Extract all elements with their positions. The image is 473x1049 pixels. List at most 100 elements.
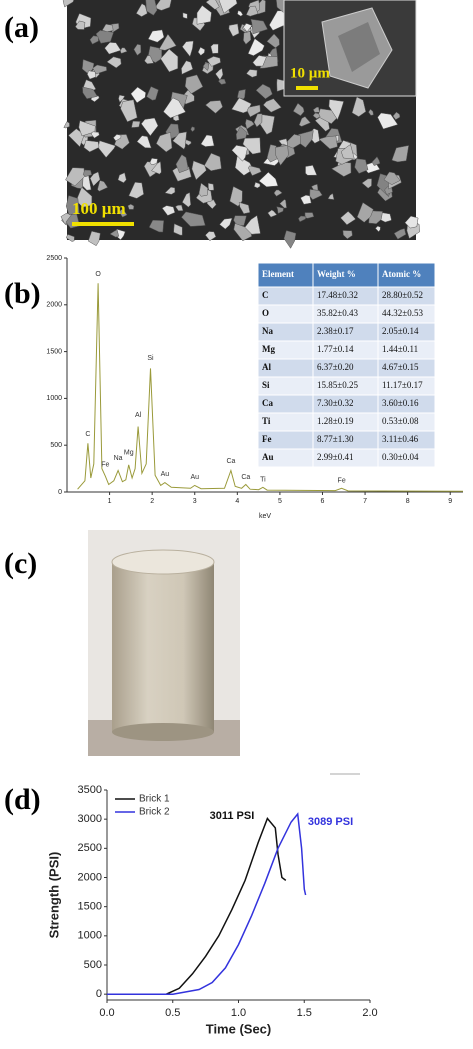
- grain: [104, 42, 122, 55]
- grain: [205, 0, 220, 10]
- grain: [65, 234, 75, 242]
- grain: [184, 74, 204, 95]
- table-cell-text: C: [262, 290, 269, 300]
- grain: [89, 171, 101, 187]
- x-axis-label: Time (Sec): [206, 1021, 272, 1036]
- grain: [78, 120, 96, 137]
- panel-label: (c): [4, 547, 37, 580]
- annotation: Ca: [241, 474, 250, 481]
- grain: [318, 135, 338, 150]
- grain: [65, 167, 85, 187]
- grain: [245, 118, 255, 130]
- grain: [95, 30, 114, 44]
- y-tick-label: 3000: [78, 813, 102, 825]
- annotation: 3089 PSI: [308, 816, 353, 828]
- legend-label: Brick 2: [139, 807, 170, 818]
- annotation: Fe: [338, 478, 346, 485]
- grain: [164, 186, 176, 195]
- grain: [361, 178, 372, 189]
- grain: [172, 131, 187, 150]
- annotation: Au: [190, 474, 199, 481]
- grain: [231, 145, 249, 162]
- grain: [250, 18, 268, 35]
- grain: [154, 0, 172, 11]
- grain: [391, 145, 410, 163]
- panel-label: (b): [4, 277, 41, 310]
- annotation: Al: [135, 412, 142, 419]
- grain: [245, 5, 259, 17]
- table-cell-text: 2.99±0.41: [317, 452, 353, 462]
- grain: [243, 31, 252, 45]
- grain: [327, 193, 335, 200]
- grain: [205, 100, 223, 114]
- x-tick-label: 2.0: [362, 1007, 377, 1019]
- scale-bar: [72, 222, 134, 226]
- grain: [202, 63, 210, 71]
- grain: [128, 182, 144, 199]
- grain: [304, 212, 315, 219]
- series-line: [107, 817, 287, 995]
- grain: [196, 5, 212, 25]
- table-cell-text: 6.37±0.20: [317, 362, 354, 372]
- grain: [151, 161, 162, 175]
- table-cell-text: 11.17±0.17: [382, 380, 423, 390]
- table-cell-text: 35.82±0.43: [317, 308, 358, 318]
- annotation: Si: [147, 355, 154, 362]
- table-cell-text: Fe: [262, 434, 272, 444]
- grain: [175, 204, 184, 211]
- grain: [267, 209, 278, 218]
- grain: [148, 220, 164, 233]
- grain: [65, 195, 80, 215]
- y-tick-label: 0: [96, 988, 102, 1000]
- table-cell-text: 2.05±0.14: [382, 326, 419, 336]
- grain: [131, 120, 141, 128]
- grain: [247, 38, 265, 56]
- annotation: Ti: [260, 477, 266, 484]
- grain: [135, 3, 148, 17]
- grain: [279, 199, 287, 209]
- table-cell-text: 28.80±0.52: [382, 290, 423, 300]
- grain: [340, 144, 355, 160]
- grain: [273, 189, 283, 197]
- grain: [246, 104, 261, 118]
- grain: [255, 83, 273, 100]
- table-header-text: Atomic %: [382, 269, 421, 279]
- table-cell-text: Na: [262, 326, 273, 336]
- grain: [231, 97, 252, 114]
- legend-label: Brick 1: [139, 794, 170, 805]
- annotation: Fe: [101, 462, 109, 469]
- inset-grain: [338, 22, 380, 72]
- grain: [161, 205, 176, 216]
- table-cell-text: 0.30±0.04: [382, 452, 419, 462]
- grain: [62, 0, 74, 8]
- x-tick-label: 0.0: [99, 1007, 114, 1019]
- grain: [356, 202, 374, 223]
- grain: [92, 64, 107, 75]
- series-line: [77, 283, 464, 492]
- grain: [173, 223, 183, 236]
- y-tick-label: 2500: [78, 842, 102, 854]
- grain: [305, 165, 318, 176]
- grain: [172, 166, 192, 182]
- grain: [205, 231, 217, 242]
- x-tick-label: 5: [278, 498, 282, 505]
- grain: [120, 99, 138, 123]
- grain: [404, 215, 419, 229]
- panel-label: (a): [4, 11, 39, 44]
- grain: [292, 102, 305, 117]
- grain: [237, 89, 246, 100]
- grain: [208, 182, 215, 191]
- grain: [175, 154, 189, 174]
- grain: [133, 44, 142, 56]
- grain: [283, 230, 297, 249]
- grain: [181, 211, 206, 227]
- table-cell-text: Mg: [262, 344, 275, 354]
- x-tick-label: 1.0: [231, 1007, 246, 1019]
- grain: [83, 140, 100, 153]
- table-cell-text: Ca: [262, 398, 273, 408]
- grain: [253, 113, 263, 128]
- table-cell-text: 3.60±0.16: [382, 398, 419, 408]
- grain: [75, 20, 86, 30]
- table-cell-text: Al: [262, 362, 271, 372]
